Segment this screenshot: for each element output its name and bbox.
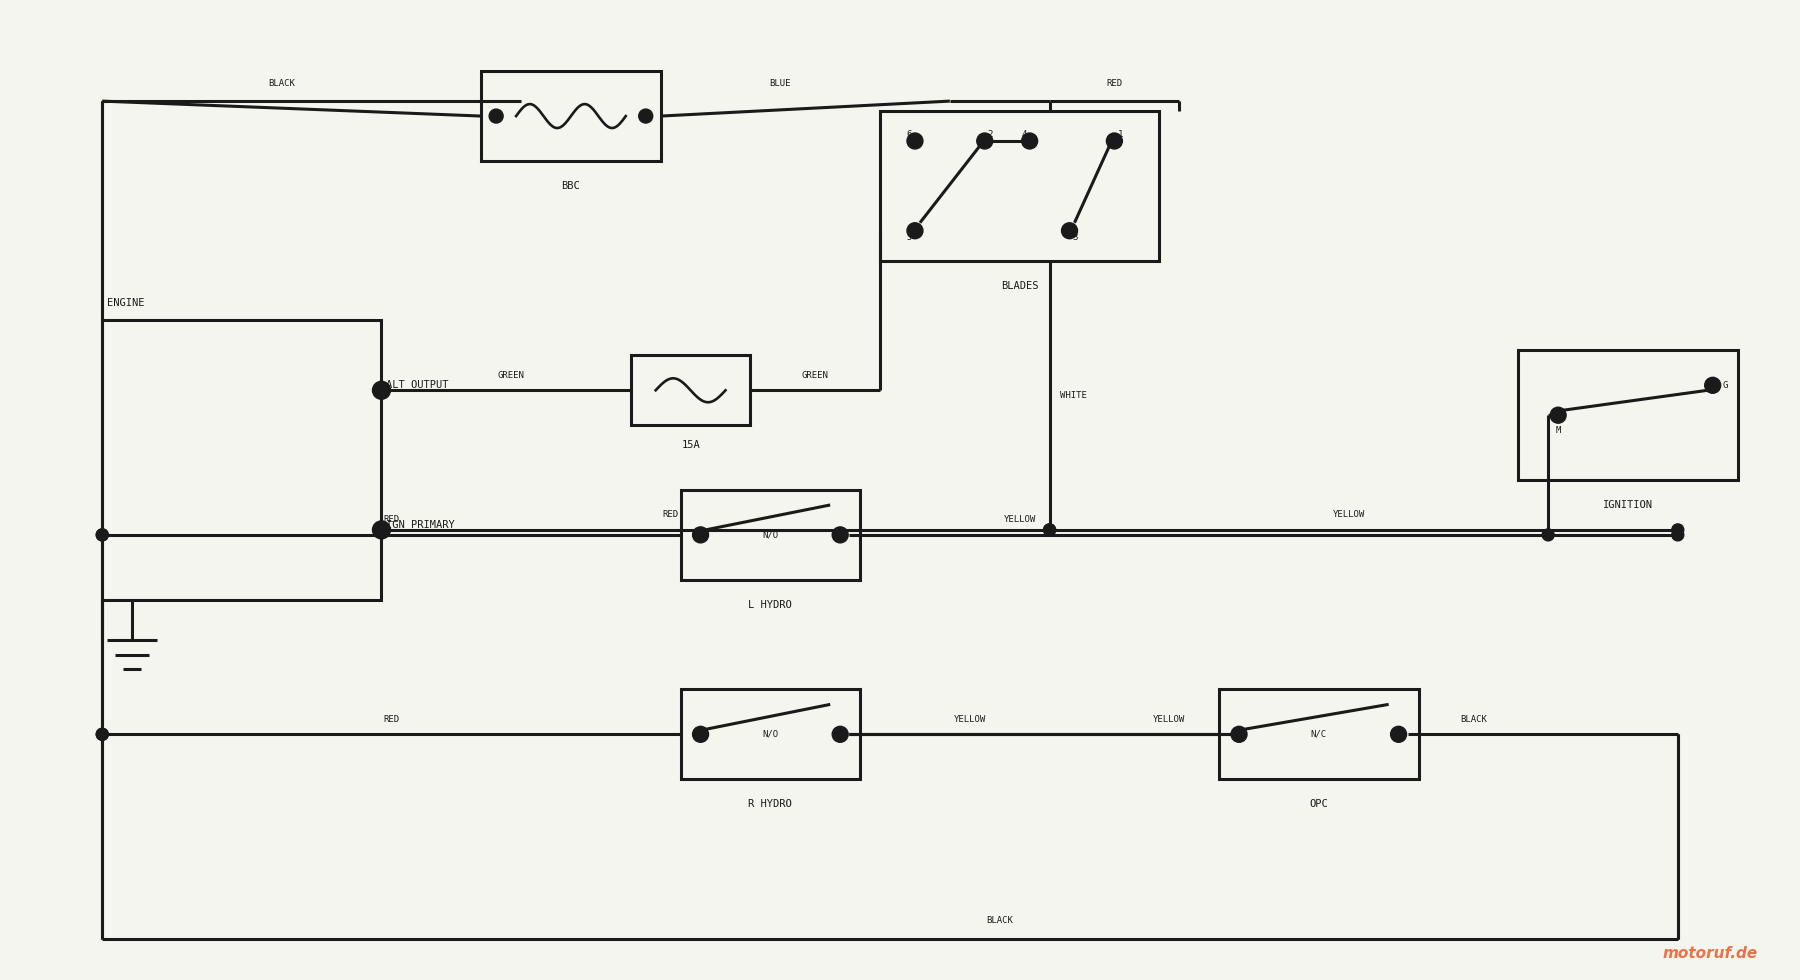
Circle shape <box>1044 524 1055 536</box>
Text: WHITE: WHITE <box>1060 391 1087 400</box>
Text: RED: RED <box>662 511 679 519</box>
Circle shape <box>95 728 108 740</box>
Circle shape <box>1550 408 1566 423</box>
Text: YELLOW: YELLOW <box>1004 515 1035 524</box>
Text: YELLOW: YELLOW <box>1332 511 1364 519</box>
Text: 15A: 15A <box>680 440 700 450</box>
Text: RED: RED <box>1107 78 1123 87</box>
Circle shape <box>373 521 391 539</box>
Circle shape <box>832 726 848 742</box>
Circle shape <box>95 529 108 541</box>
Text: 1: 1 <box>1118 130 1123 139</box>
Circle shape <box>907 222 923 239</box>
Text: motoruf.de: motoruf.de <box>1663 946 1757 961</box>
Bar <box>1517 351 1737 480</box>
Text: BBC: BBC <box>562 181 580 191</box>
Bar <box>880 111 1159 261</box>
Bar <box>630 356 751 425</box>
Text: GREEN: GREEN <box>497 370 524 380</box>
Circle shape <box>1672 529 1683 541</box>
Text: 3: 3 <box>1073 232 1078 242</box>
Text: R HYDRO: R HYDRO <box>749 799 792 809</box>
Circle shape <box>693 527 709 543</box>
Circle shape <box>373 381 391 399</box>
Bar <box>680 690 860 779</box>
Circle shape <box>1231 726 1247 742</box>
Circle shape <box>907 133 923 149</box>
Text: BLADES: BLADES <box>1001 280 1039 291</box>
Text: OPC: OPC <box>1309 799 1328 809</box>
Circle shape <box>1543 529 1553 541</box>
Circle shape <box>490 109 504 123</box>
Bar <box>481 72 661 161</box>
Circle shape <box>693 726 709 742</box>
Text: 5: 5 <box>907 232 913 242</box>
Text: IGN PRIMARY: IGN PRIMARY <box>387 520 455 530</box>
Text: ALT OUTPUT: ALT OUTPUT <box>387 380 448 390</box>
Text: L HYDRO: L HYDRO <box>749 600 792 610</box>
Text: BLACK: BLACK <box>986 916 1013 925</box>
Text: RED: RED <box>383 515 400 524</box>
Circle shape <box>832 527 848 543</box>
Circle shape <box>1044 524 1055 536</box>
Circle shape <box>1672 524 1683 536</box>
Circle shape <box>977 133 994 149</box>
Text: N/O: N/O <box>763 730 778 739</box>
Text: G: G <box>1723 381 1728 390</box>
Circle shape <box>639 109 653 123</box>
Bar <box>1219 690 1418 779</box>
Circle shape <box>1391 726 1406 742</box>
Circle shape <box>95 728 108 740</box>
Circle shape <box>1022 133 1037 149</box>
Text: ENGINE: ENGINE <box>108 298 144 308</box>
Circle shape <box>1062 222 1078 239</box>
Bar <box>103 320 382 600</box>
Text: BLACK: BLACK <box>1460 714 1487 724</box>
Text: YELLOW: YELLOW <box>1154 714 1186 724</box>
Circle shape <box>1107 133 1123 149</box>
Text: 4: 4 <box>1021 130 1026 139</box>
Text: RED: RED <box>383 714 400 724</box>
Bar <box>680 490 860 580</box>
Circle shape <box>1705 377 1721 393</box>
Text: M: M <box>1555 425 1561 435</box>
Text: N/C: N/C <box>1310 730 1327 739</box>
Text: BLUE: BLUE <box>770 78 790 87</box>
Text: IGNITION: IGNITION <box>1604 500 1652 510</box>
Text: 6: 6 <box>907 130 913 139</box>
Text: YELLOW: YELLOW <box>954 714 986 724</box>
Text: BLACK: BLACK <box>268 78 295 87</box>
Circle shape <box>95 529 108 541</box>
Text: 2: 2 <box>988 130 994 139</box>
Text: GREEN: GREEN <box>801 370 828 380</box>
Text: N/O: N/O <box>763 530 778 539</box>
